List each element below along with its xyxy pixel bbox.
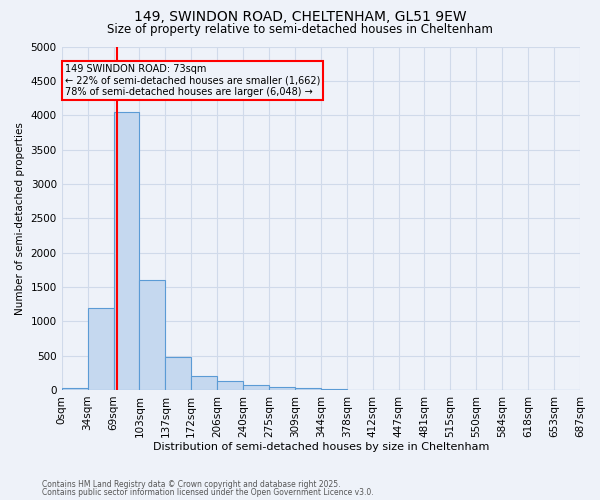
Text: 149, SWINDON ROAD, CHELTENHAM, GL51 9EW: 149, SWINDON ROAD, CHELTENHAM, GL51 9EW [134,10,466,24]
Text: Contains public sector information licensed under the Open Government Licence v3: Contains public sector information licen… [42,488,374,497]
Text: 149 SWINDON ROAD: 73sqm
← 22% of semi-detached houses are smaller (1,662)
78% of: 149 SWINDON ROAD: 73sqm ← 22% of semi-de… [65,64,320,97]
Bar [217,381,243,390]
Bar [88,308,113,390]
Bar [295,388,321,390]
X-axis label: Distribution of semi-detached houses by size in Cheltenham: Distribution of semi-detached houses by … [152,442,489,452]
Bar [191,376,217,390]
Bar [243,385,269,390]
Text: Size of property relative to semi-detached houses in Cheltenham: Size of property relative to semi-detach… [107,22,493,36]
Bar [62,388,88,390]
Text: Contains HM Land Registry data © Crown copyright and database right 2025.: Contains HM Land Registry data © Crown c… [42,480,341,489]
Bar [166,357,191,390]
Bar [269,386,295,390]
Bar [113,112,139,390]
Bar [139,280,166,390]
Y-axis label: Number of semi-detached properties: Number of semi-detached properties [15,122,25,314]
